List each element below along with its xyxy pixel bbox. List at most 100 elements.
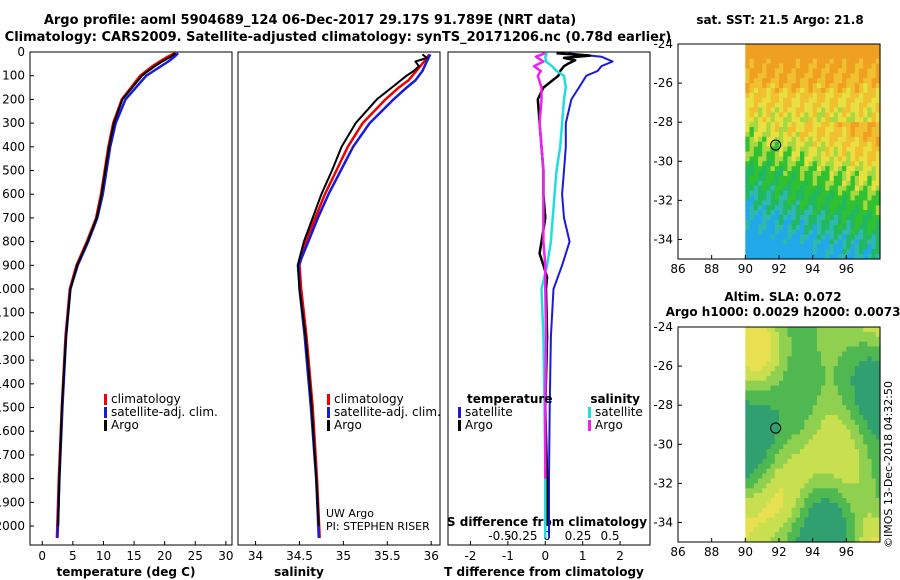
map-cell bbox=[783, 327, 788, 333]
map-cell bbox=[837, 136, 843, 143]
map-cell bbox=[829, 219, 835, 226]
map-cell bbox=[867, 351, 873, 357]
map-cell bbox=[758, 151, 763, 157]
map-cell bbox=[804, 507, 810, 514]
map-cell bbox=[787, 493, 793, 499]
map-cell bbox=[812, 53, 818, 60]
map-cell bbox=[791, 249, 797, 255]
legend-climatology-label: climatology bbox=[334, 392, 404, 406]
map-cell bbox=[821, 351, 826, 357]
map-cell bbox=[753, 375, 759, 382]
map-cell bbox=[867, 371, 873, 377]
map-cell bbox=[745, 458, 751, 465]
map-cell bbox=[833, 63, 839, 69]
map-cell bbox=[808, 502, 814, 509]
map-cell bbox=[795, 468, 801, 475]
map-cell bbox=[787, 122, 793, 128]
map-cell bbox=[846, 473, 852, 480]
map-cell bbox=[821, 522, 826, 528]
map-cell bbox=[837, 366, 843, 372]
map-cell bbox=[779, 385, 784, 392]
map-cell bbox=[787, 502, 793, 509]
map-cell bbox=[795, 190, 801, 197]
map-cell bbox=[812, 78, 818, 84]
map-cell bbox=[783, 83, 788, 89]
map-cell bbox=[850, 385, 856, 392]
map-cell bbox=[774, 434, 780, 440]
map-cell bbox=[816, 73, 822, 79]
map-cell bbox=[787, 219, 793, 226]
map-cell bbox=[804, 532, 810, 538]
s-diff-tick-label: 0.25 bbox=[565, 529, 592, 543]
map-cell bbox=[779, 195, 784, 201]
map-cell bbox=[871, 53, 877, 60]
map-cell bbox=[850, 458, 856, 465]
map-cell bbox=[846, 180, 852, 187]
map-cell bbox=[779, 424, 784, 431]
map-cell bbox=[863, 375, 868, 382]
map-cell bbox=[779, 83, 784, 89]
map-cell bbox=[859, 361, 864, 367]
map-cell bbox=[795, 498, 801, 504]
map-cell bbox=[863, 507, 868, 514]
map-cell bbox=[842, 371, 847, 377]
map-cell bbox=[871, 141, 877, 148]
map-cell bbox=[854, 151, 860, 157]
map-cell bbox=[867, 88, 873, 94]
map-cell bbox=[875, 141, 881, 148]
map-cell bbox=[791, 517, 797, 524]
map-cell bbox=[753, 483, 759, 489]
map-cell bbox=[779, 205, 784, 211]
map-cell bbox=[808, 493, 814, 499]
map-cell bbox=[863, 127, 868, 133]
map-cell bbox=[758, 444, 763, 450]
map-cell bbox=[875, 78, 881, 84]
map-cell bbox=[800, 122, 805, 128]
map-cell bbox=[758, 522, 763, 528]
map-cell bbox=[762, 190, 767, 197]
map-cell bbox=[787, 380, 793, 387]
map-cell bbox=[749, 88, 755, 94]
map-cell bbox=[837, 102, 843, 109]
map-cell bbox=[846, 463, 852, 470]
map-cell bbox=[762, 444, 767, 450]
map-cell bbox=[859, 419, 864, 426]
map-cell bbox=[837, 454, 843, 460]
map-cell bbox=[875, 478, 881, 484]
map-cell bbox=[749, 44, 755, 50]
map-cell bbox=[779, 171, 784, 177]
map-cell bbox=[791, 336, 797, 343]
map-cell bbox=[833, 454, 839, 460]
map-cell bbox=[863, 53, 868, 60]
map-cell bbox=[837, 483, 843, 489]
map-cell bbox=[800, 424, 805, 431]
map-cell bbox=[842, 83, 847, 89]
map-cell bbox=[846, 522, 852, 528]
map-cell bbox=[816, 429, 822, 436]
map-cell bbox=[758, 122, 763, 128]
map-cell bbox=[854, 102, 860, 109]
map-cell bbox=[871, 507, 877, 514]
map-cell bbox=[863, 161, 868, 167]
map-cell bbox=[787, 58, 793, 65]
map-cell bbox=[766, 146, 772, 153]
map-cell bbox=[846, 205, 852, 211]
map-cell bbox=[833, 331, 839, 338]
map-cell bbox=[762, 219, 767, 226]
map-cell bbox=[854, 73, 860, 79]
map-cell bbox=[875, 405, 881, 411]
map-cell bbox=[783, 171, 788, 177]
map-cell bbox=[854, 156, 860, 162]
map-cell bbox=[795, 58, 801, 65]
map-cell bbox=[863, 346, 868, 352]
map-cell bbox=[816, 224, 822, 231]
map-cell bbox=[867, 44, 873, 50]
map-cell bbox=[859, 156, 864, 162]
map-cell bbox=[833, 512, 839, 519]
map-cell bbox=[846, 341, 852, 348]
map-cell bbox=[867, 527, 873, 533]
map-cell bbox=[875, 244, 881, 250]
x-tick-label: 1 bbox=[579, 549, 587, 563]
map-cell bbox=[758, 449, 763, 455]
map-cell bbox=[842, 395, 847, 401]
